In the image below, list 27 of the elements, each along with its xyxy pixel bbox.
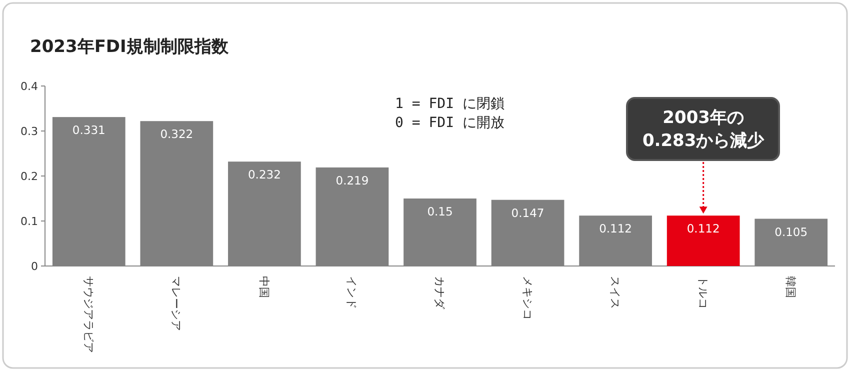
annotation: 0 = FDI に開放 bbox=[395, 115, 504, 131]
y-tick-label: 0.2 bbox=[20, 170, 38, 183]
x-tick-label: カナダ bbox=[433, 276, 446, 310]
data-label: 0.105 bbox=[774, 224, 808, 239]
chart-title: 2023年FDI規制制限指数 bbox=[30, 37, 230, 57]
data-label: 0.232 bbox=[248, 168, 281, 182]
y-tick-label: 0 bbox=[31, 260, 38, 273]
annotation: 2003年の0.283から減少 bbox=[626, 97, 780, 161]
x-tick-label: トルコ bbox=[696, 276, 710, 309]
x-tick-label: マレーシア bbox=[170, 276, 183, 331]
data-label: 0.147 bbox=[511, 206, 544, 220]
y-tick-label: 0.1 bbox=[20, 215, 38, 228]
data-label: 0.331 bbox=[72, 123, 106, 138]
x-tick-label: インド bbox=[345, 276, 358, 309]
annotation: 1 = FDI に閉鎖 bbox=[395, 96, 504, 112]
x-tick-label: サウジアラビア bbox=[82, 276, 95, 353]
data-label: 0.322 bbox=[160, 127, 194, 142]
x-tick-label: スイス bbox=[608, 276, 622, 309]
data-label: 0.112 bbox=[686, 222, 720, 236]
y-tick-label: 0.3 bbox=[20, 125, 38, 138]
data-label: 0.15 bbox=[427, 204, 453, 218]
data-label: 0.219 bbox=[336, 173, 369, 188]
x-tick-label: 中国 bbox=[257, 276, 270, 298]
y-tick-label: 0.4 bbox=[20, 80, 38, 93]
x-tick-label: 韓国 bbox=[784, 276, 798, 298]
data-label: 0.112 bbox=[599, 222, 632, 236]
x-tick-label: メキシコ bbox=[520, 276, 534, 320]
